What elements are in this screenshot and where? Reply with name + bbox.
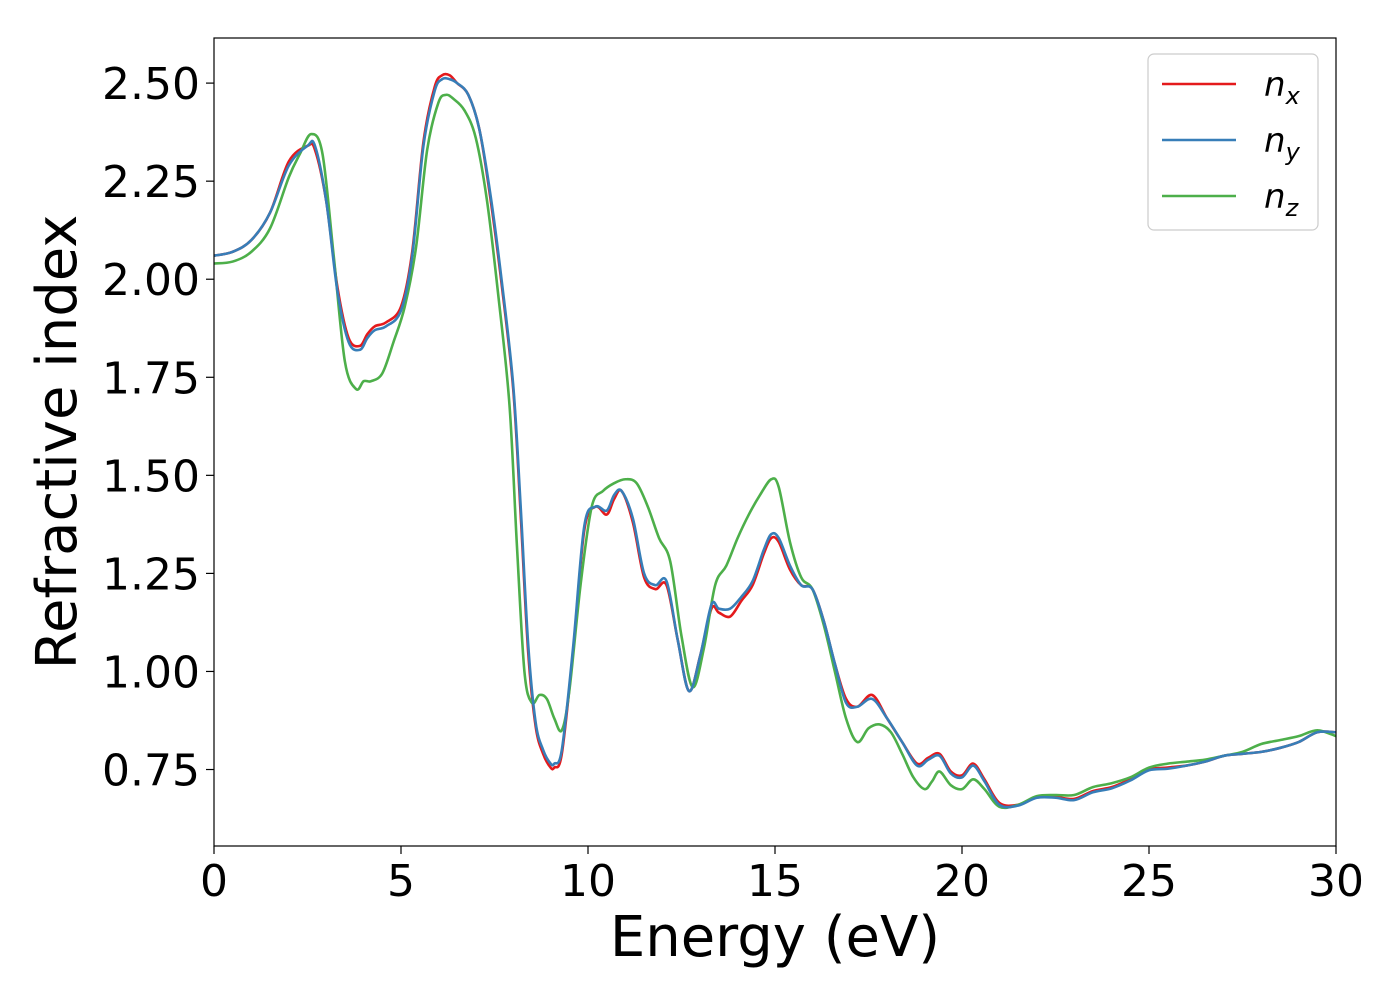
x-tick-label: 10 (560, 856, 616, 907)
series-line-nz (214, 93, 1336, 810)
legend-label-nx: nx (1264, 65, 1301, 110)
legend-label-subscript: y (1285, 138, 1301, 166)
x-tick-label: 20 (934, 856, 990, 907)
y-tick-label: 2.25 (102, 157, 200, 208)
y-tick-label: 1.50 (102, 451, 200, 502)
legend-box (1147, 53, 1319, 231)
series-line-ny (214, 76, 1336, 809)
x-tick-label: 30 (1308, 856, 1364, 907)
x-tick-label: 15 (747, 856, 803, 907)
x-axis-title: Energy (eV) (610, 905, 940, 970)
x-tick-label: 0 (200, 856, 228, 907)
y-tick-label: 1.75 (102, 353, 200, 404)
x-axis: 0 5 10 15 20 25 30 (200, 846, 1364, 907)
series-layer (214, 72, 1336, 810)
y-tick-label: 0.75 (102, 746, 200, 797)
legend-label-main: n (1264, 177, 1286, 217)
y-axis: 0.75 1.00 1.25 1.50 1.75 2.00 2.25 2.50 (102, 59, 214, 797)
legend-label-subscript: z (1285, 194, 1300, 222)
y-tick-label: 2.00 (102, 255, 200, 306)
y-tick-label: 2.50 (102, 59, 200, 110)
legend-label-main: n (1264, 121, 1286, 161)
y-tick-label: 1.00 (102, 647, 200, 698)
x-tick-label: 5 (387, 856, 415, 907)
x-tick-label: 25 (1121, 856, 1177, 907)
y-axis-title: Refractive index (25, 215, 90, 670)
legend-label-nz: nz (1264, 177, 1300, 222)
legend-label-ny: ny (1264, 121, 1301, 166)
legend-label-subscript: x (1285, 82, 1301, 110)
y-tick-label: 1.25 (102, 549, 200, 600)
legend-label-main: n (1264, 65, 1286, 105)
